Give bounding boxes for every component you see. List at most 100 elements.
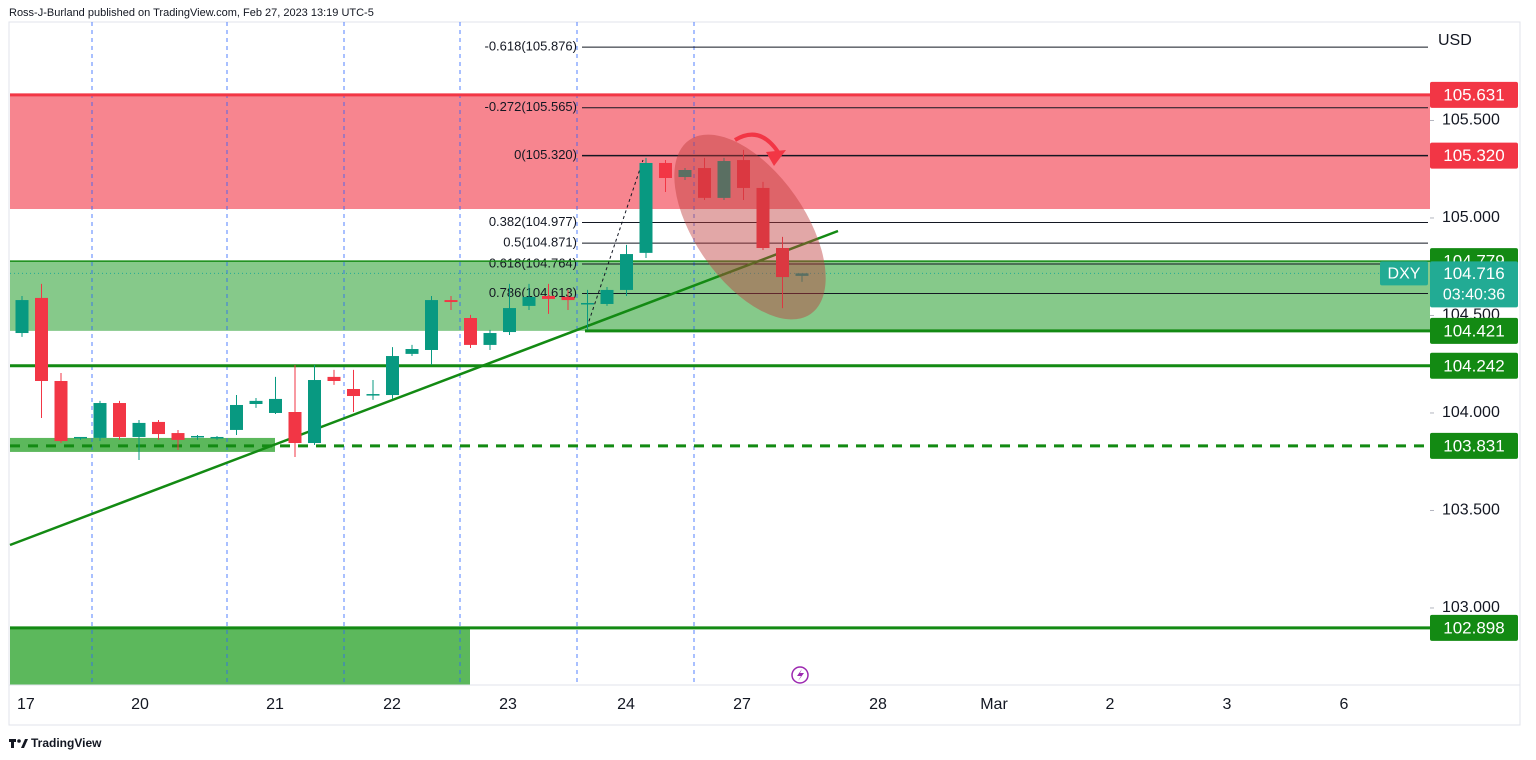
fib-label: 0.382(104.977) xyxy=(489,214,577,229)
candle-body xyxy=(93,403,107,438)
candle-body xyxy=(113,403,126,437)
candle-body xyxy=(327,376,341,381)
level-label: 104.421 xyxy=(1443,321,1504,340)
candle-body xyxy=(405,349,419,354)
candle-body xyxy=(717,161,731,198)
arrow-head xyxy=(766,150,786,166)
candle-body xyxy=(269,398,282,413)
logo-part xyxy=(11,739,14,748)
level-label: 104.242 xyxy=(1443,356,1504,375)
candles xyxy=(15,149,809,460)
candle-body xyxy=(444,300,458,303)
currency: USD xyxy=(1438,32,1472,49)
candle-body xyxy=(483,333,497,345)
last-price-label: 104.716 xyxy=(1443,264,1504,283)
candle-body xyxy=(171,433,185,440)
candle-body xyxy=(74,436,87,439)
y-tick-label: 103.000 xyxy=(1442,599,1500,616)
price-axis: 103.000103.500104.000104.500105.000105.5… xyxy=(1380,81,1518,641)
x-tick-label: 21 xyxy=(266,696,284,713)
candle-body xyxy=(386,356,399,396)
level-tag xyxy=(1430,614,1518,641)
level-tag xyxy=(1430,317,1518,344)
y-tick-label: 105.500 xyxy=(1442,112,1500,129)
candle-body xyxy=(620,254,633,290)
candle-body xyxy=(737,160,750,188)
x-tick-label: 17 xyxy=(17,696,35,713)
candle-body xyxy=(308,380,321,444)
x-tick-label: 3 xyxy=(1223,696,1232,713)
header: Ross-J-Burland published on TradingView.… xyxy=(9,7,374,19)
candle-body xyxy=(464,318,477,345)
trendline xyxy=(9,229,839,547)
level-label: 103.831 xyxy=(1443,436,1504,455)
support-box xyxy=(10,627,470,685)
candle-body xyxy=(561,296,575,301)
event-bolt xyxy=(797,669,804,681)
candle-body xyxy=(15,300,29,334)
candle-body xyxy=(132,422,146,437)
candle-body xyxy=(191,435,204,438)
footer-logo xyxy=(9,739,28,748)
x-tick-label: 22 xyxy=(383,696,401,713)
candle-body xyxy=(776,248,789,278)
candle-body xyxy=(795,273,809,276)
x-tick-label: 20 xyxy=(131,696,149,713)
candle-body xyxy=(659,162,672,178)
y-tick-label: 103.500 xyxy=(1442,502,1500,519)
fib-connector xyxy=(586,159,644,328)
x-tick-label: 27 xyxy=(733,696,751,713)
candle-body xyxy=(503,308,516,333)
chart-frame xyxy=(8,21,1521,726)
candle-body xyxy=(230,404,243,430)
fib-label: -0.618(105.876) xyxy=(484,39,577,54)
level-label: 105.320 xyxy=(1443,146,1504,165)
zone xyxy=(10,261,1430,331)
level-tag xyxy=(1430,142,1518,169)
fib-label: 0.618(104.764) xyxy=(489,255,577,270)
fib-label: -0.272(105.565) xyxy=(484,99,577,114)
fib-label: 0.5(104.871) xyxy=(503,235,577,250)
x-tick-label: 28 xyxy=(869,696,887,713)
candle-body xyxy=(639,162,653,253)
y-tick-label: 104.000 xyxy=(1442,404,1500,421)
candle-body xyxy=(152,421,165,435)
candle-body xyxy=(347,388,360,397)
countdown: 03:40:36 xyxy=(1443,287,1505,304)
logo-part xyxy=(21,739,28,748)
candle-body xyxy=(249,400,263,405)
candle-body xyxy=(542,295,555,299)
candle-body xyxy=(581,302,594,305)
level-label: 102.898 xyxy=(1443,618,1504,637)
candle-body xyxy=(35,297,48,381)
candle-body xyxy=(600,289,614,304)
highlight-ellipse xyxy=(674,134,826,320)
x-tick-label: 24 xyxy=(617,696,635,713)
candle-body xyxy=(678,170,692,178)
x-tick-label: 2 xyxy=(1106,696,1115,713)
level-label: 105.631 xyxy=(1443,85,1504,104)
level-lines: -0.618(105.876) -0.272(105.565) 0(105.320)… xyxy=(10,39,1430,630)
level-tag xyxy=(1430,81,1518,108)
arrow xyxy=(733,132,780,154)
fib-label: 0(105.320) xyxy=(514,147,577,162)
session-separators xyxy=(91,22,695,685)
candle-body xyxy=(54,380,68,442)
symbol-label: DXY xyxy=(1388,266,1421,283)
footer: TradingView xyxy=(31,736,102,750)
x-tick-label: Mar xyxy=(980,696,1008,713)
candle-body xyxy=(425,300,438,350)
candle-body xyxy=(756,187,770,249)
x-tick-label: 23 xyxy=(499,696,517,713)
candle-body xyxy=(288,412,302,444)
event-icon[interactable] xyxy=(791,666,809,684)
x-tick-label: 6 xyxy=(1340,696,1349,713)
last-price-tag xyxy=(1430,261,1518,308)
candle-body xyxy=(522,296,536,306)
symbol-tag xyxy=(1380,261,1428,286)
candle-body xyxy=(366,394,380,396)
logo-part xyxy=(17,739,21,743)
y-tick-label: 105.000 xyxy=(1442,209,1500,226)
